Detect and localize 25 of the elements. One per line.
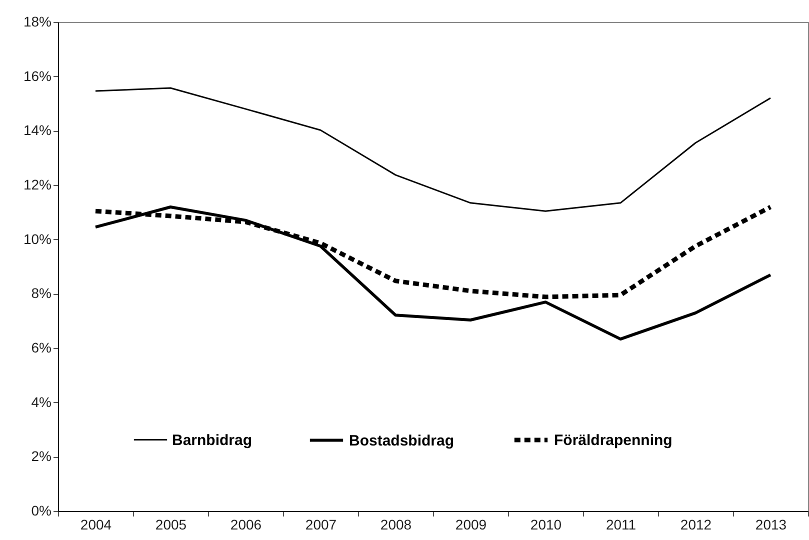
line-series bbox=[94, 206, 772, 341]
x-tick-label: 2005 bbox=[155, 516, 187, 532]
y-tick-label: 14% bbox=[23, 122, 52, 138]
x-tick-label: 2013 bbox=[755, 516, 787, 532]
y-tick-label: 10% bbox=[23, 230, 52, 247]
y-tick-label: 16% bbox=[23, 68, 52, 84]
x-tick-label: 2011 bbox=[606, 516, 636, 532]
x-tick-label: 2009 bbox=[455, 516, 487, 532]
y-tick-label: 8% bbox=[31, 285, 52, 302]
y-tick-label: 0% bbox=[31, 502, 52, 518]
y-tick-label: 6% bbox=[31, 340, 52, 356]
line-series bbox=[94, 87, 772, 212]
x-tick-label: 2008 bbox=[380, 516, 412, 532]
y-tick-label: 2% bbox=[31, 448, 52, 464]
legend-label: Barnbidrag bbox=[172, 432, 252, 449]
x-tick-label: 2010 bbox=[530, 516, 562, 532]
legend-label: Bostadsbidrag bbox=[349, 432, 454, 450]
x-tick-label: 2004 bbox=[80, 516, 112, 532]
y-tick-label: 4% bbox=[31, 394, 52, 410]
y-tick-label: 18% bbox=[23, 14, 52, 30]
x-tick-label: 2007 bbox=[305, 516, 337, 532]
x-tick-label: 2006 bbox=[230, 516, 262, 532]
x-tick-label: 2012 bbox=[680, 516, 712, 532]
legend-label: Föräldrapenning bbox=[554, 432, 672, 449]
y-tick-label: 12% bbox=[23, 176, 52, 192]
